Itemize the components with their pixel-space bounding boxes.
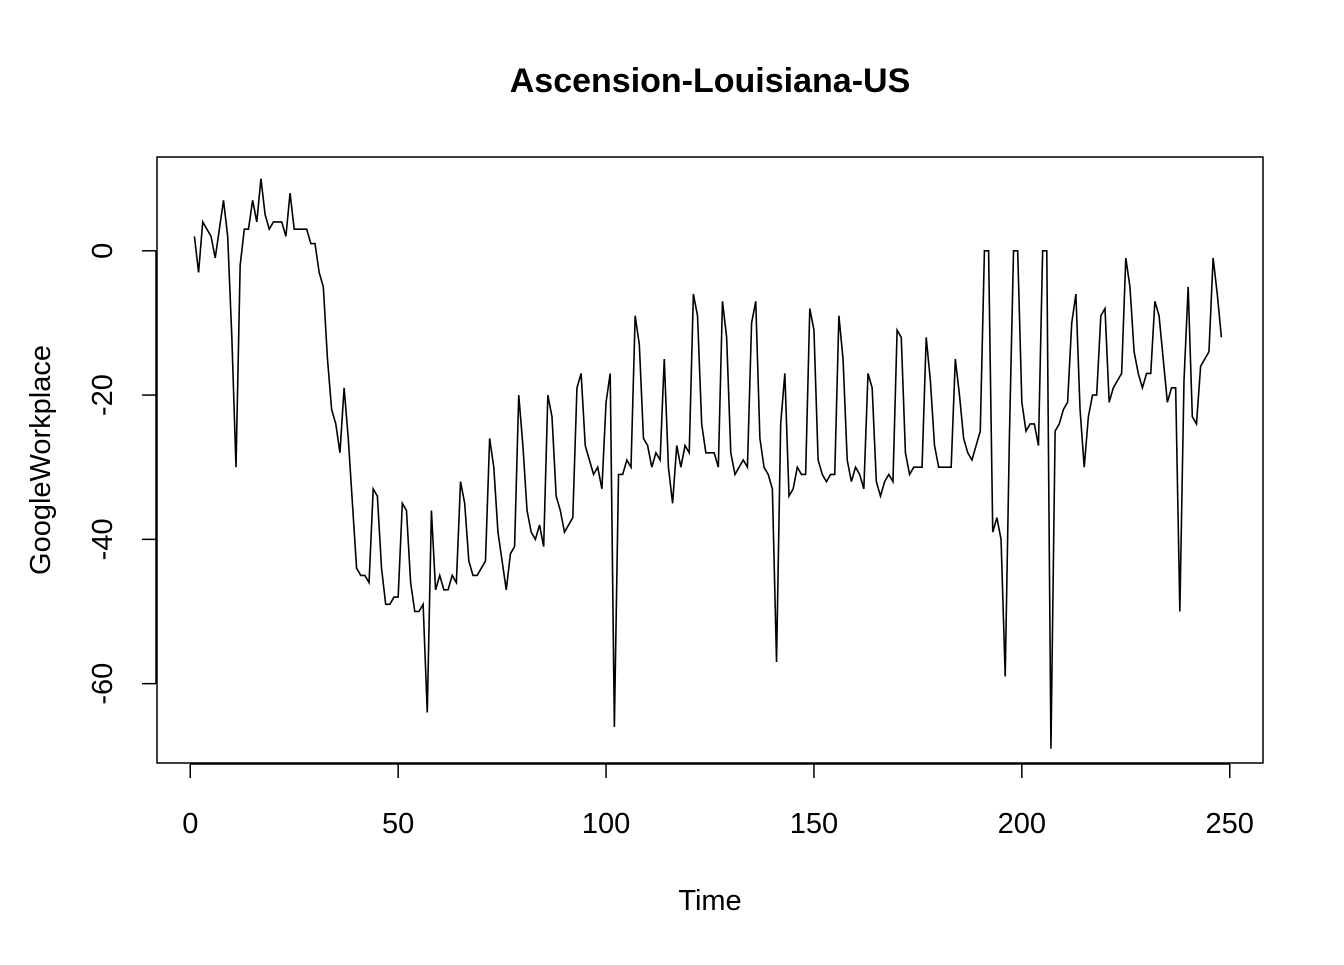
y-tick-label: -20 [87, 374, 119, 416]
x-tick-label: 250 [1206, 808, 1254, 840]
x-tick-label: 200 [998, 808, 1046, 840]
plot-frame [156, 156, 1264, 764]
series-layer [193, 178, 1223, 749]
y-axis-label: GoogleWorkplace [25, 345, 57, 575]
y-tick-label: -60 [87, 663, 119, 705]
x-axis-label: Time [678, 885, 741, 917]
x-tick-label: 0 [182, 808, 198, 840]
x-tick-label: 150 [790, 808, 838, 840]
y-tick-label: -40 [87, 518, 119, 560]
chart-title: Ascension-Louisiana-US [510, 62, 911, 100]
x-tick-label: 100 [582, 808, 630, 840]
y-axis: 0 -20 -40 -60 [87, 243, 157, 705]
x-tick-label: 50 [382, 808, 414, 840]
x-axis: 0 50 100 150 200 250 [182, 763, 1254, 840]
series-line [193, 178, 1223, 749]
y-tick-label: 0 [87, 243, 119, 259]
